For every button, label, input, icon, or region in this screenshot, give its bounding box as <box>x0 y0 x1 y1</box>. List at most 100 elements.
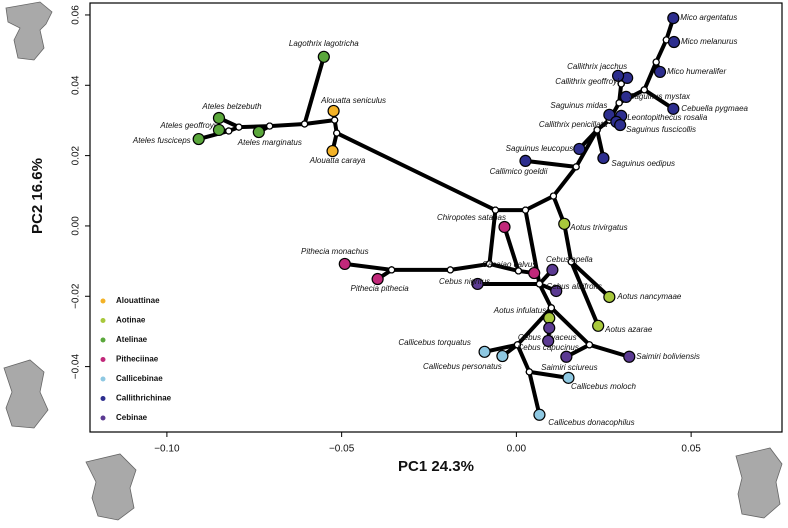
tip-point <box>478 345 491 358</box>
tip-point <box>611 69 625 82</box>
legend-marker <box>100 318 106 323</box>
tip-point <box>252 125 265 139</box>
branch <box>334 131 498 213</box>
tip-point <box>667 35 681 49</box>
node <box>300 120 309 128</box>
node <box>547 304 555 312</box>
branch <box>302 118 337 126</box>
legend-marker <box>100 396 106 401</box>
branch <box>549 305 592 347</box>
tip-point <box>498 220 511 234</box>
node <box>572 163 580 171</box>
node <box>514 267 523 275</box>
x-tick-label: −0.05 <box>329 444 355 455</box>
species-label: Lagothrix lagotricha <box>289 39 359 48</box>
species-label: Callimico goeldii <box>490 167 548 176</box>
tip-point <box>192 132 205 146</box>
node <box>333 129 341 137</box>
tip-point <box>667 12 680 25</box>
tip-point <box>592 319 605 332</box>
tip-point <box>212 123 226 137</box>
species-label: Saguinus leucopus <box>506 144 574 153</box>
legend-label: Alouattinae <box>116 296 160 305</box>
species-label: Cacajao calvus <box>482 260 536 269</box>
y-tick-label: −0.04 <box>71 354 82 380</box>
x-tick-label: 0.00 <box>507 444 527 455</box>
tip-point <box>533 408 546 421</box>
species-label: Ateles belzebuth <box>201 102 262 111</box>
node <box>446 266 454 274</box>
legend-marker <box>100 298 106 304</box>
x-tick-label: 0.05 <box>681 444 701 455</box>
branch <box>487 261 521 273</box>
branch <box>654 37 669 65</box>
species-label: Leontopithecus rosalia <box>627 113 708 122</box>
species-label: Saguinus oedipus <box>611 159 675 168</box>
tip-point <box>496 349 509 363</box>
node <box>388 266 396 274</box>
tip-point <box>667 102 680 115</box>
node <box>525 368 533 376</box>
tip-point <box>338 257 351 271</box>
legend-marker <box>100 357 106 362</box>
species-label: Cebus capucinus <box>518 343 579 352</box>
species-label: Callicebus personatus <box>423 362 502 371</box>
node <box>640 86 648 94</box>
branch <box>562 221 574 264</box>
node <box>485 260 494 268</box>
species-label: Aotus azarae <box>604 325 653 334</box>
node <box>491 206 500 214</box>
tip-point <box>620 90 633 103</box>
branch <box>537 281 554 310</box>
species-label: Chiropotes satanas <box>437 213 506 222</box>
species-label: Pithecia pithecia <box>351 284 410 293</box>
species-label: Callicebus donacophilus <box>548 418 634 427</box>
tip-point <box>543 321 556 335</box>
tip-point <box>546 263 559 276</box>
x-tick-label: −0.10 <box>154 444 180 455</box>
legend-label: Cebinae <box>116 413 148 422</box>
node <box>266 122 274 130</box>
species-label: Cebus nigritus <box>439 277 490 286</box>
species-label: Cebuella pygmaea <box>681 104 748 113</box>
node <box>331 116 339 124</box>
node <box>513 341 522 349</box>
tip-point <box>371 272 384 286</box>
species-label: Saimiri sciureus <box>541 363 597 372</box>
species-label: Callithrix jacchus <box>567 62 627 71</box>
plot-frame <box>89 2 783 433</box>
legend-label: Aotinae <box>116 316 146 325</box>
tip-point <box>623 350 636 363</box>
species-label: Mico humeralifer <box>667 67 726 76</box>
species-label: Mico argentatus <box>680 13 737 22</box>
node <box>567 258 575 266</box>
node <box>652 58 660 66</box>
node <box>535 280 544 288</box>
tip-point <box>519 154 532 167</box>
branch <box>587 342 632 359</box>
legend-marker <box>100 337 106 343</box>
node <box>593 126 601 134</box>
tip-point <box>212 111 226 125</box>
branch <box>487 208 498 266</box>
species-label: Ateles geoffroyi <box>159 121 215 130</box>
species-label: Alouatta seniculus <box>320 96 386 105</box>
tip-point <box>327 104 340 118</box>
species-label: Ateles marginatus <box>237 138 302 147</box>
species-label: Cebus albifrons <box>546 282 602 291</box>
legend-label: Atelinae <box>116 335 148 344</box>
y-tick-label: 0.04 <box>71 75 82 95</box>
species-label: Saimiri boliviensis <box>636 352 700 361</box>
species-label: Callicebus torquatus <box>398 338 470 347</box>
branch <box>527 369 571 380</box>
tip-point <box>550 284 563 298</box>
x-axis-title: PC1 24.3% <box>398 458 474 475</box>
branch <box>569 259 612 299</box>
branch <box>342 261 394 272</box>
branch <box>523 194 556 213</box>
legend-marker <box>100 415 106 421</box>
tip-point <box>653 65 667 79</box>
branch <box>527 369 542 417</box>
species-label: Saguinus midas <box>550 101 607 110</box>
species-label: Mico melanurus <box>681 37 737 46</box>
